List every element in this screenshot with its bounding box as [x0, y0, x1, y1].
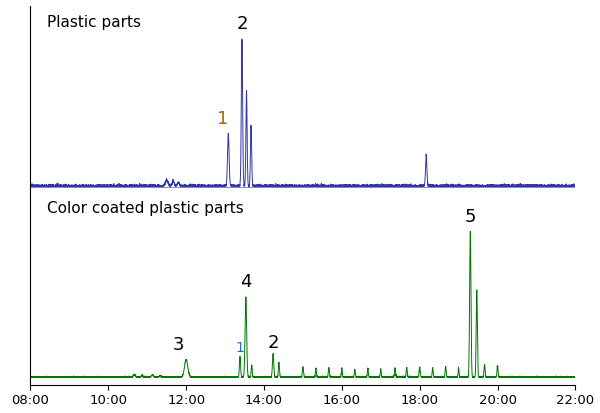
Text: Plastic parts: Plastic parts	[47, 15, 141, 30]
Text: 4: 4	[240, 273, 251, 292]
Text: 5: 5	[464, 208, 476, 226]
Text: 1: 1	[217, 110, 229, 128]
Text: 2: 2	[268, 334, 279, 352]
Text: 2: 2	[236, 15, 248, 33]
Text: Color coated plastic parts: Color coated plastic parts	[47, 201, 244, 216]
Text: 3: 3	[173, 336, 184, 354]
Text: 1: 1	[236, 341, 244, 355]
